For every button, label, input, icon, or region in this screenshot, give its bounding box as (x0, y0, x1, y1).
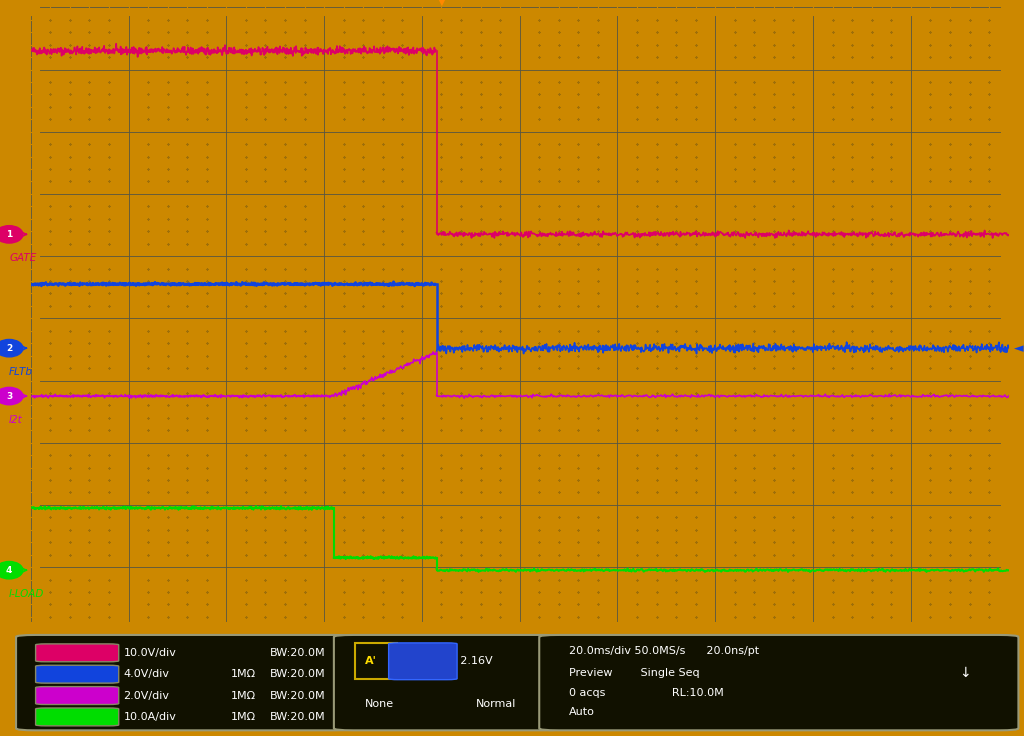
Circle shape (0, 387, 23, 405)
FancyBboxPatch shape (36, 644, 119, 662)
Text: 1MΩ: 1MΩ (231, 690, 256, 701)
Text: C2: C2 (416, 656, 430, 666)
Text: 20.0ms/div 50.0MS/s      20.0ns/pt: 20.0ms/div 50.0MS/s 20.0ns/pt (568, 646, 759, 656)
Text: C1: C1 (71, 648, 85, 658)
Circle shape (0, 339, 23, 357)
Text: ↓: ↓ (958, 665, 971, 680)
FancyBboxPatch shape (16, 635, 353, 730)
Text: 4: 4 (6, 566, 12, 575)
Text: FLTb: FLTb (9, 367, 33, 377)
Text: Normal: Normal (476, 699, 516, 710)
Text: BW:20.0M: BW:20.0M (270, 712, 326, 722)
Text: C3: C3 (71, 690, 85, 701)
Text: BW:20.0M: BW:20.0M (270, 648, 326, 658)
FancyBboxPatch shape (36, 687, 119, 704)
FancyBboxPatch shape (36, 665, 119, 683)
Text: 10.0A/div: 10.0A/div (124, 712, 176, 722)
FancyBboxPatch shape (334, 635, 563, 730)
Text: BW:20.0M: BW:20.0M (270, 690, 326, 701)
Text: I2t: I2t (9, 414, 23, 425)
Text: 0 acqs                   RL:10.0M: 0 acqs RL:10.0M (568, 687, 723, 698)
FancyBboxPatch shape (36, 708, 119, 726)
Text: 10.0V/div: 10.0V/div (124, 648, 176, 658)
Text: None: None (366, 699, 394, 710)
Text: C4: C4 (71, 712, 85, 722)
FancyBboxPatch shape (540, 635, 1019, 730)
Text: ▼: ▼ (434, 0, 449, 7)
Text: GATE: GATE (9, 253, 37, 263)
Text: Auto: Auto (568, 707, 595, 718)
Text: 4.0V/div: 4.0V/div (124, 669, 170, 679)
FancyBboxPatch shape (389, 643, 457, 679)
Text: 1MΩ: 1MΩ (231, 669, 256, 679)
Text: \ 2.16V: \ 2.16V (454, 656, 493, 666)
Circle shape (0, 226, 23, 243)
Text: 2: 2 (6, 344, 12, 353)
Text: Preview        Single Seq: Preview Single Seq (568, 668, 699, 678)
Text: 1: 1 (6, 230, 12, 239)
Circle shape (0, 562, 23, 579)
Text: ◄: ◄ (1014, 342, 1023, 355)
Text: BW:20.0M: BW:20.0M (270, 669, 326, 679)
Text: 1MΩ: 1MΩ (231, 712, 256, 722)
Text: C2: C2 (71, 669, 85, 679)
FancyBboxPatch shape (355, 643, 397, 679)
Text: I-LOAD: I-LOAD (9, 589, 45, 599)
Text: 2.0V/div: 2.0V/div (124, 690, 170, 701)
Text: 3: 3 (6, 392, 12, 400)
Text: A': A' (366, 656, 377, 666)
